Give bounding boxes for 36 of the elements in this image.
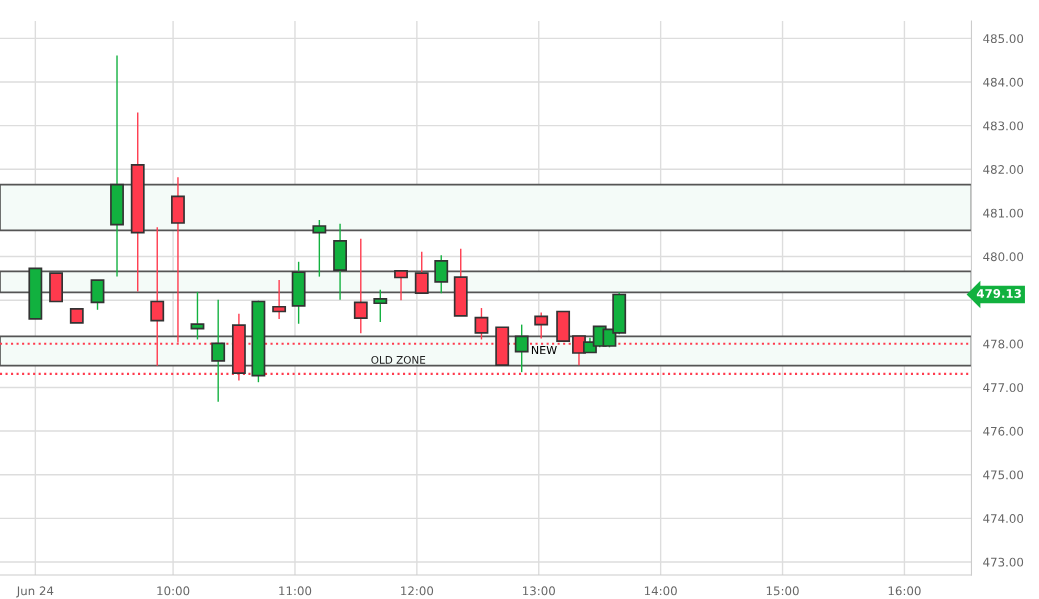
candlestick [434,254,449,294]
candlestick [90,279,105,311]
y-tick-label: 477.00 [983,383,1024,393]
candlestick [394,270,408,301]
y-tick-label: 484.00 [983,77,1024,87]
x-tick-label: 11:00 [279,586,312,596]
y-tick-label: 482.00 [983,165,1024,174]
candlestick [514,323,529,373]
x-tick-label: 15:00 [766,586,799,596]
candlestick [211,299,226,403]
y-tick-label: 481.00 [983,208,1024,218]
candlestick [373,289,388,323]
x-tick-label: 12:00 [401,586,434,596]
y-tick-label: 475.00 [983,470,1024,480]
x-tick-label: 14:00 [644,586,677,596]
y-tick-label: 485.00 [983,34,1024,44]
candlestick [353,237,368,335]
y-tick-label: 483.00 [983,121,1024,131]
y-tick-label: 473.00 [983,557,1024,567]
ref-line-label: OLD ZONE [371,355,426,364]
y-tick-label: 478.00 [983,339,1024,349]
x-tick-label: 13:00 [523,586,555,596]
x-tick-label: 16:00 [888,586,921,596]
y-tick-label: 476.00 [983,426,1024,436]
x-tick-label: Jun 24 [16,586,54,598]
candlestick [534,311,549,340]
y-tick-label: 480.00 [983,252,1024,262]
band-label: NEW [531,345,557,355]
text: 479.13 [976,289,1021,298]
candlestick [272,279,287,320]
candlestick [190,291,205,341]
x-tick-label: 10:00 [157,586,190,596]
candlestick [414,251,429,295]
candlestick [474,307,489,341]
candlestick [312,219,327,278]
y-tick-label: 474.00 [983,514,1024,523]
